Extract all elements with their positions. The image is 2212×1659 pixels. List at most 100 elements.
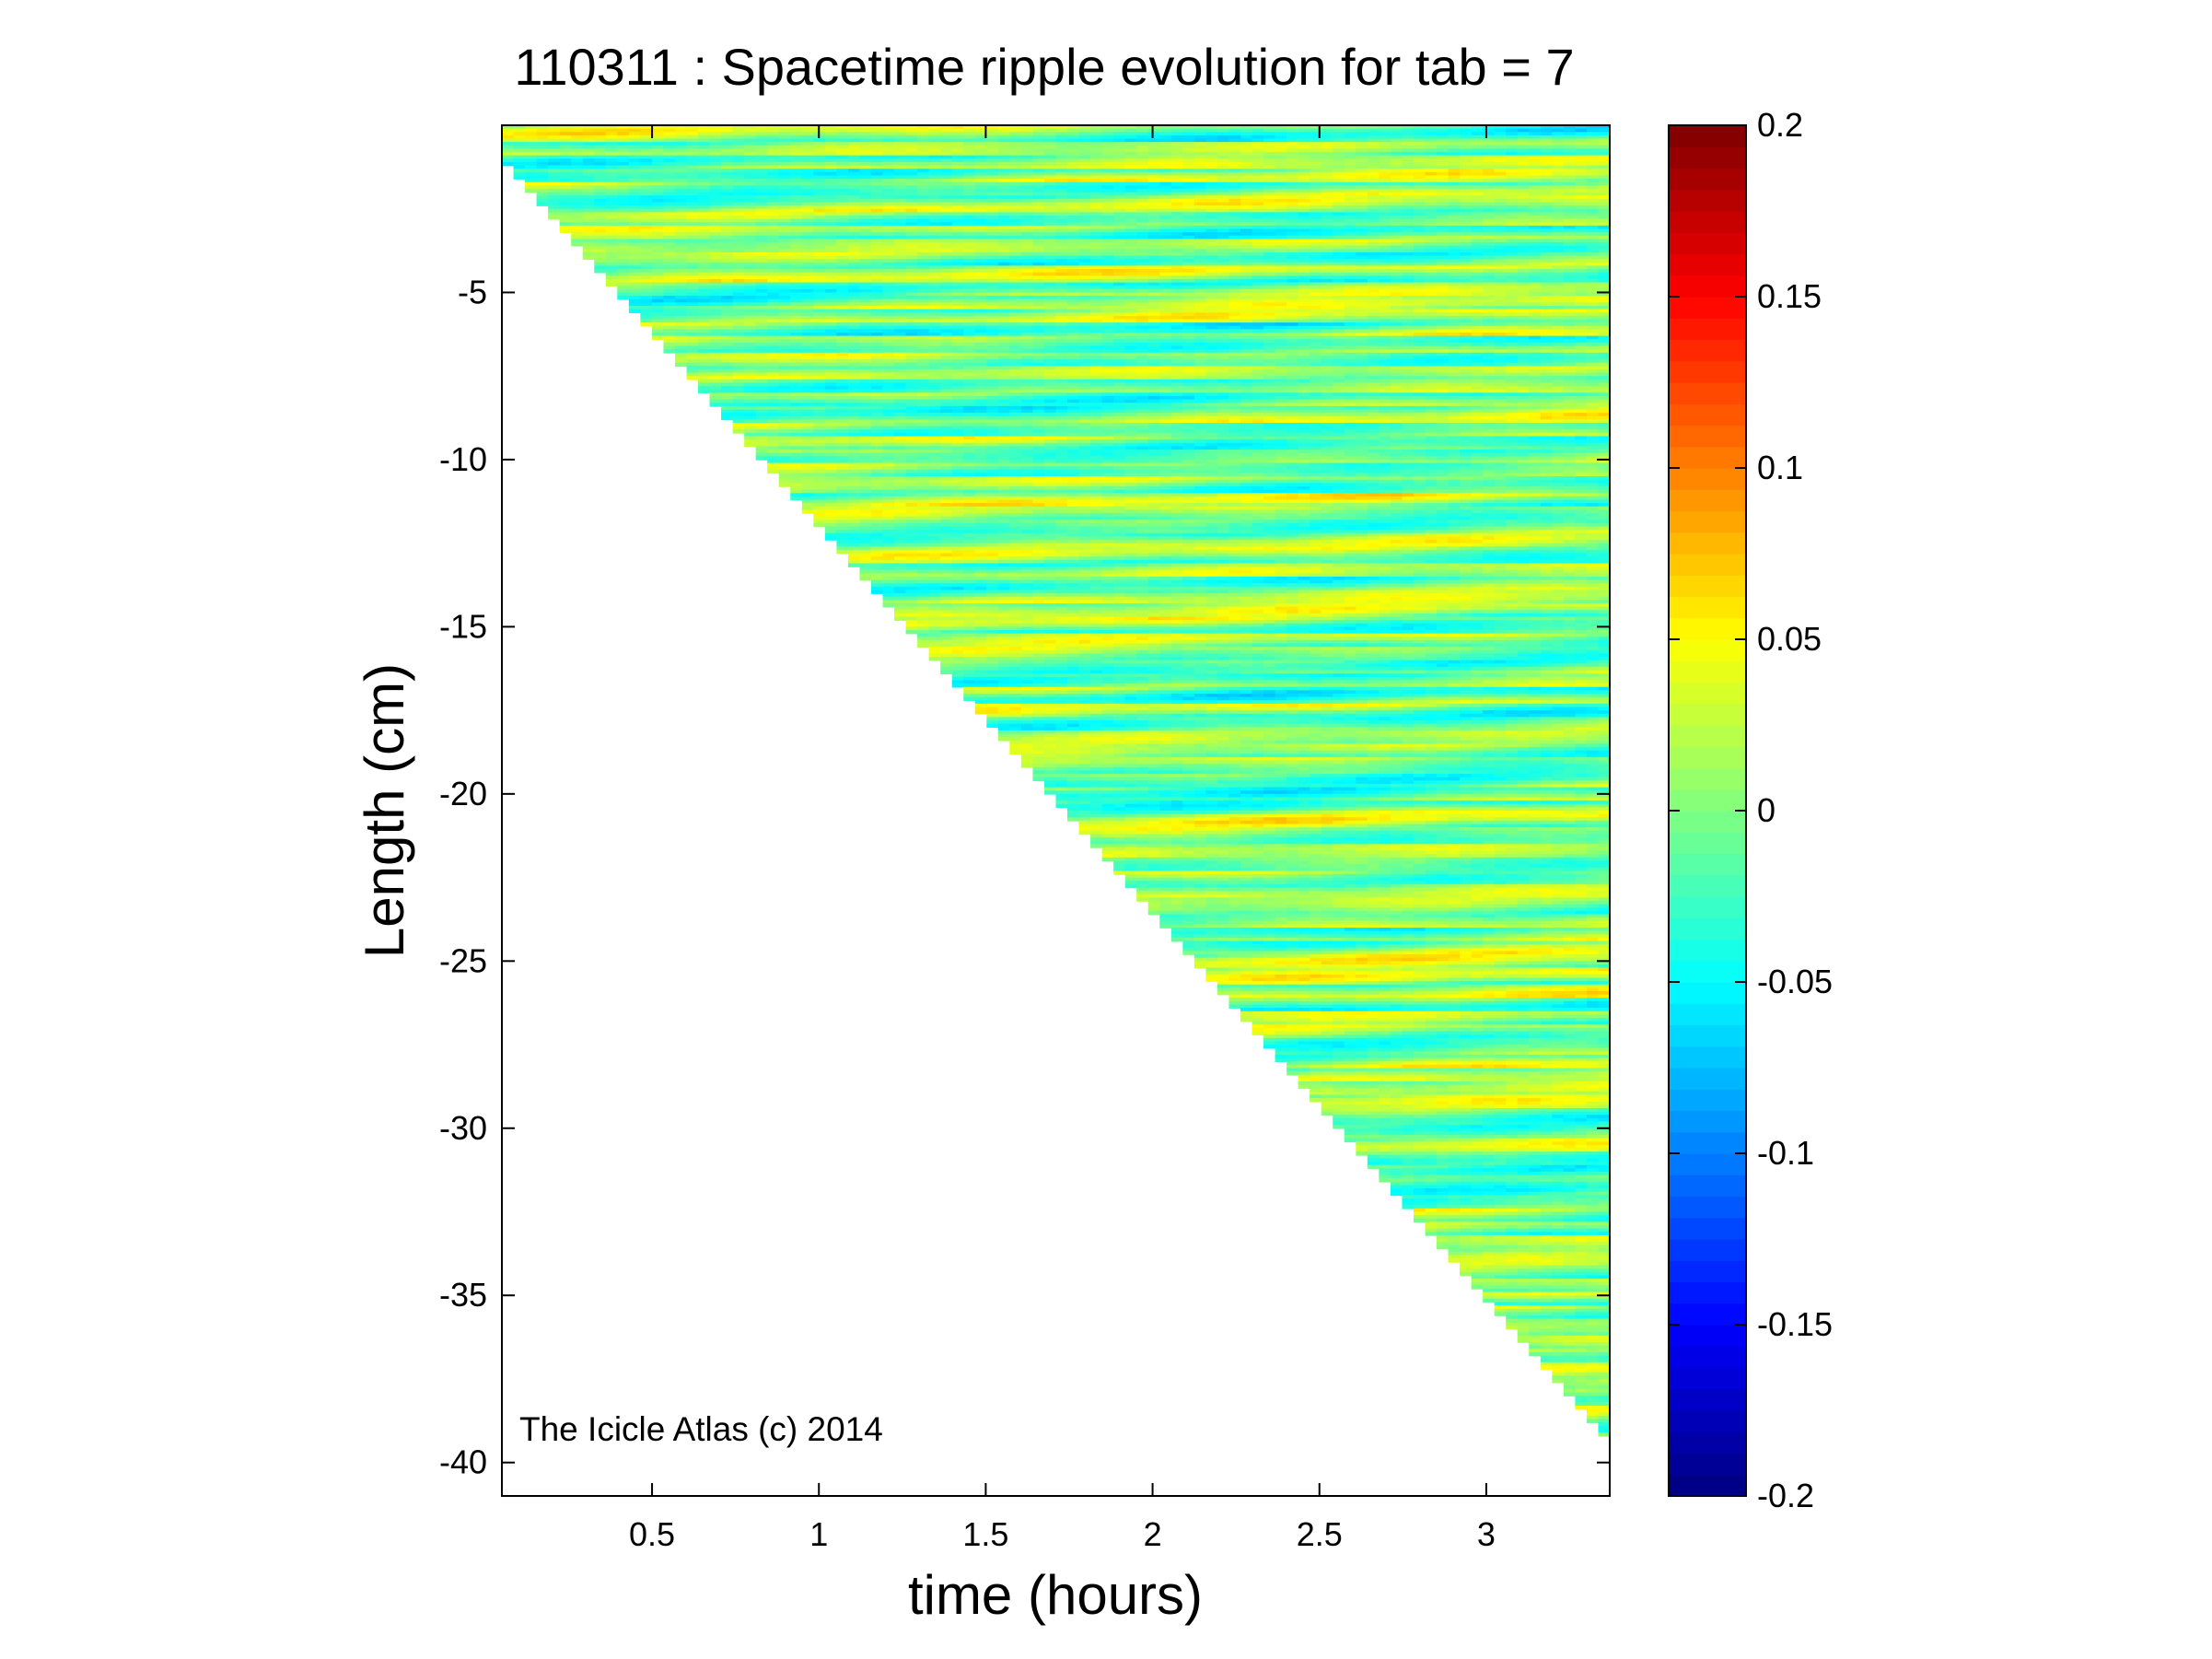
heatmap-cell (628, 272, 642, 277)
heatmap-cell (790, 249, 803, 253)
heatmap-cell (940, 262, 953, 267)
heatmap-cell (651, 296, 665, 300)
heatmap-cell (836, 459, 849, 464)
heatmap-cell (928, 639, 941, 645)
heatmap-cell (698, 349, 711, 354)
heatmap-cell (871, 583, 884, 588)
heatmap-cell (767, 302, 780, 307)
heatmap-cell (571, 161, 584, 167)
heatmap-cell (674, 208, 688, 214)
heatmap-cell (686, 212, 699, 216)
heatmap-cell (974, 626, 988, 631)
heatmap-cell (594, 235, 607, 240)
heatmap-cell (974, 132, 988, 136)
heatmap-cell (951, 212, 965, 216)
heatmap-cell (974, 185, 988, 190)
heatmap-cell (951, 251, 965, 257)
heatmap-cell (732, 335, 745, 341)
heatmap-cell (847, 426, 861, 431)
heatmap-cell (801, 275, 815, 280)
heatmap-cell (847, 296, 861, 300)
heatmap-cell (894, 616, 907, 621)
heatmap-cell (940, 567, 953, 571)
heatmap-cell (755, 161, 769, 167)
heatmap-cell (778, 161, 792, 167)
heatmap-cell (605, 239, 619, 243)
heatmap-cell (997, 171, 1011, 177)
heatmap-cell (628, 145, 642, 150)
heatmap-cell (801, 305, 815, 310)
heatmap-cell (824, 132, 838, 136)
heatmap-cell (767, 152, 780, 157)
heatmap-cell (859, 329, 872, 333)
heatmap-cell (836, 292, 849, 297)
heatmap-cell (778, 288, 792, 294)
heatmap-cell (813, 325, 826, 331)
heatmap-cell (905, 232, 918, 237)
heatmap-cell (594, 185, 607, 190)
heatmap-cell (894, 349, 907, 354)
heatmap-cell (917, 476, 930, 481)
heatmap-cell (917, 288, 930, 294)
heatmap-cell (778, 148, 792, 153)
heatmap-cell (963, 479, 976, 485)
heatmap-cell (767, 265, 780, 270)
heatmap-cell (928, 633, 941, 638)
heatmap-cell (882, 459, 895, 464)
heatmap-cell (894, 165, 907, 169)
heatmap-cell (894, 386, 907, 391)
heatmap-cell (951, 653, 965, 658)
heatmap-cell (709, 125, 722, 130)
heatmap-cell (917, 212, 930, 216)
heatmap-cell (986, 315, 999, 321)
heatmap-cell (894, 549, 907, 555)
heatmap-cell (651, 333, 665, 337)
heatmap-cell (640, 275, 653, 280)
heatmap-cell (721, 255, 734, 260)
heatmap-cell (536, 195, 549, 200)
heatmap-cell (894, 520, 907, 524)
heatmap-cell (882, 132, 895, 136)
heatmap-cell (836, 288, 849, 294)
heatmap-cell (963, 476, 976, 481)
heatmap-cell (594, 138, 607, 143)
heatmap-cell (859, 155, 872, 160)
heatmap-cell (571, 225, 584, 230)
heatmap-cell (951, 489, 965, 495)
heatmap-cell (778, 436, 792, 440)
heatmap-cell (882, 549, 895, 555)
heatmap-cell (640, 138, 653, 143)
heatmap-cell (940, 610, 953, 614)
heatmap-cell (882, 179, 895, 183)
heatmap-cell (928, 649, 941, 655)
heatmap-cell (836, 339, 849, 344)
heatmap-cell (778, 134, 792, 140)
heatmap-cell (836, 522, 849, 528)
heatmap-cell (594, 265, 607, 270)
heatmap-cell (778, 403, 792, 407)
heatmap-cell (674, 138, 688, 143)
heatmap-cell (801, 439, 815, 444)
heatmap-cell (813, 145, 826, 150)
heatmap-cell (905, 359, 918, 364)
heatmap-cell (940, 128, 953, 134)
heatmap-cell (755, 349, 769, 354)
heatmap-cell (767, 235, 780, 240)
heatmap-cell (605, 132, 619, 136)
heatmap-cell (767, 325, 780, 331)
heatmap-cell (847, 439, 861, 444)
heatmap-cell (674, 132, 688, 136)
heatmap-cell (836, 235, 849, 240)
heatmap-cell (986, 660, 999, 665)
heatmap-cell (847, 506, 861, 511)
heatmap-cell (859, 509, 872, 514)
heatmap-cell (882, 208, 895, 214)
heatmap-cell (928, 245, 941, 251)
heatmap-cell (974, 432, 988, 438)
heatmap-cell (605, 232, 619, 237)
heatmap-cell (824, 171, 838, 177)
heatmap-cell (767, 342, 780, 347)
heatmap-cell (721, 352, 734, 357)
heatmap-cell (513, 165, 526, 169)
heatmap-cell (859, 536, 872, 541)
